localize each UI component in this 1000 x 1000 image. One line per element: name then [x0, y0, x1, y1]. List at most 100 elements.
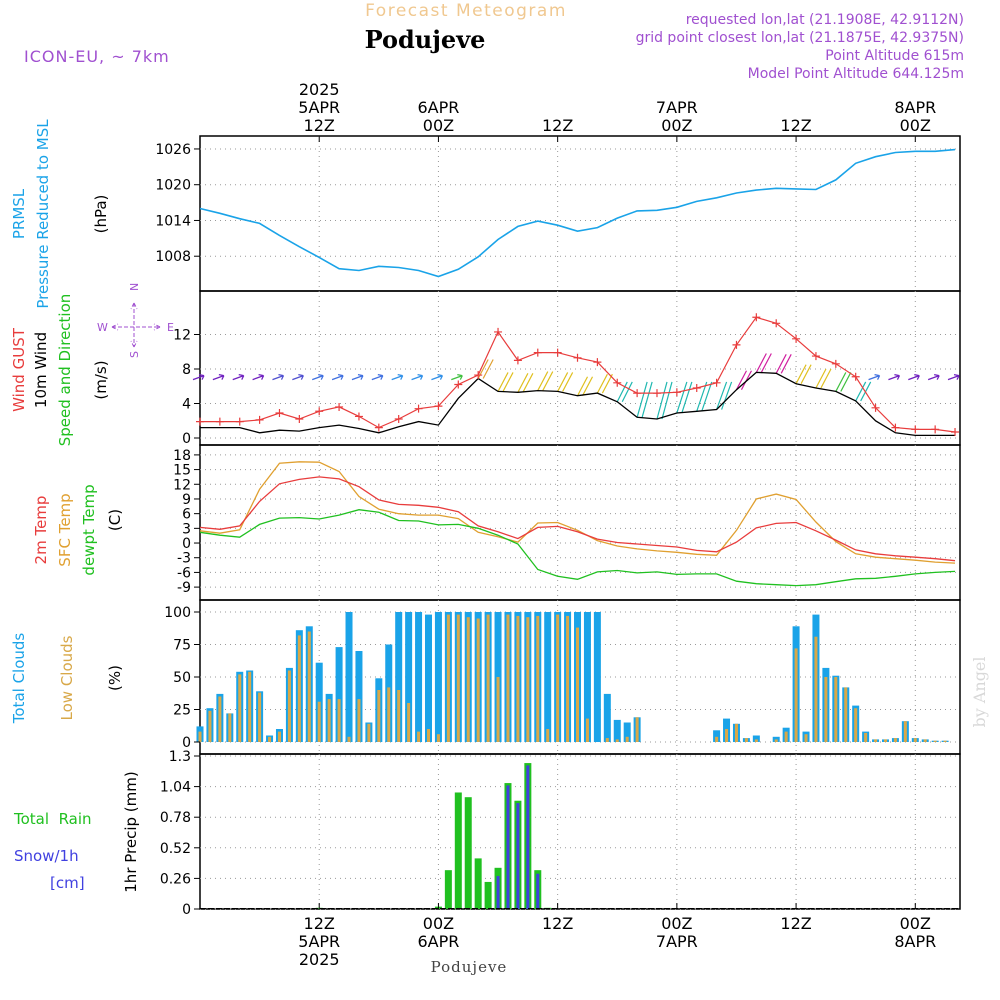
wind-barb [576, 376, 594, 397]
low-cloud-bar [526, 617, 530, 742]
low-cloud-bar [297, 635, 301, 742]
wind-gust-marker [255, 415, 264, 424]
total-cloud-bar [603, 693, 611, 742]
wind-barb [616, 381, 633, 403]
top-time-label: 00Z [423, 116, 454, 135]
clouds-ytick-label: 50 [173, 670, 191, 686]
wind-gust-marker [891, 423, 900, 432]
temperature-ytick-label: 15 [173, 463, 191, 479]
low-cloud-bar [516, 615, 520, 742]
low-cloud-bar [506, 614, 510, 742]
wind-direction-arrow [868, 373, 881, 381]
low-cloud-bar [585, 718, 589, 742]
total-cloud-bar [544, 612, 552, 742]
wind-speed-line [200, 371, 955, 437]
wind-gust-marker [652, 389, 661, 398]
temp-label-sfc: SFC Temp [56, 493, 74, 566]
wind-gust-marker [553, 348, 562, 357]
wind-direction-arrow [391, 373, 404, 381]
wind-gust-marker [196, 417, 204, 426]
wind-gust-marker [871, 403, 880, 412]
wind-label-speed-dir: Speed and Direction [56, 294, 74, 447]
temp-panel-frame [199, 444, 961, 601]
pressure-line [199, 148, 956, 278]
wind-gust-marker [633, 389, 642, 398]
low-cloud-bar [337, 699, 341, 742]
bottom-time-label: 2025 [299, 950, 340, 969]
wind-direction-arrow [212, 373, 225, 381]
footer-location: Podujeve [431, 958, 508, 976]
rain-bar [444, 870, 452, 909]
wind-gust-marker [275, 408, 284, 417]
precipitation-ytick-label: 0.78 [160, 810, 191, 826]
pressure-ytick-label: 1020 [155, 178, 191, 194]
sfc-temp-line [199, 461, 956, 564]
temp-label-2m: 2m Temp [32, 496, 50, 565]
temp-label-group: 2m Temp SFC Temp dewpt Temp (C) [32, 484, 124, 575]
wind-barb [696, 381, 713, 412]
clouds-ytick-label: 0 [182, 735, 191, 751]
top-time-label: 2025 [299, 80, 340, 99]
pressure-label-desc: Pressure Reduced to MSL [34, 119, 52, 309]
pressure-ytick-label: 1026 [155, 142, 191, 158]
wind-barb [636, 381, 653, 418]
wind-barb [735, 370, 753, 390]
top-time-label: 12Z [780, 116, 811, 135]
low-cloud-bar [426, 729, 430, 742]
low-cloud-bar [397, 690, 401, 742]
wind-gust-marker [235, 417, 244, 426]
low-cloud-bar [208, 710, 212, 742]
clouds-ytick-label: 100 [164, 605, 191, 621]
low-cloud-bar [546, 729, 550, 742]
wind-direction-arrow [888, 373, 901, 381]
wind-direction-arrow [351, 373, 364, 381]
wind-gust-marker [692, 383, 701, 392]
low-cloud-bar [556, 614, 560, 742]
low-cloud-bar [277, 731, 281, 742]
wind-gust-marker [811, 352, 820, 361]
bottom-time-label: 5APR [298, 932, 340, 951]
t2m-temp-line [199, 476, 956, 562]
low-cloud-bar [715, 736, 719, 742]
wind-barb [855, 381, 872, 402]
grid-point-coords: grid point closest lon,lat (21.1875E, 42… [636, 30, 964, 46]
wind-gust-marker [931, 425, 940, 434]
bottom-time-label: 7APR [656, 932, 698, 951]
temperature-ytick-label: 0 [182, 536, 191, 552]
bottom-time-label: 6APR [417, 932, 459, 951]
low-cloud-bar [248, 671, 252, 742]
low-cloud-bar [377, 690, 381, 742]
temperature-ytick-label: 18 [173, 448, 191, 464]
low-cloud-bar [407, 703, 411, 742]
precip-label-cm: [cm] [50, 874, 85, 892]
clouds-ytick-label: 75 [173, 638, 191, 654]
low-cloud-bar [824, 677, 828, 742]
bottom-time-label: 00Z [900, 914, 931, 933]
low-cloud-bar [566, 615, 570, 742]
total-cloud-bar [415, 612, 423, 742]
low-cloud-bar [456, 614, 460, 742]
bottom-time-label: 8APR [894, 932, 936, 951]
low-cloud-bar [854, 708, 858, 742]
top-time-label: 00Z [661, 116, 692, 135]
low-cloud-bar [198, 731, 202, 742]
low-cloud-bar [834, 677, 838, 742]
point-altitude: Point Altitude 615m [825, 48, 964, 64]
low-cloud-bar [496, 677, 500, 742]
rain-bar [474, 858, 482, 909]
total-cloud-bar [713, 730, 721, 742]
wind-barb [676, 381, 693, 414]
low-cloud-bar [913, 738, 917, 742]
pressure-label-prmsl: PRMSL [10, 188, 28, 239]
wind-barb [557, 372, 574, 392]
wind-barb [537, 371, 554, 391]
low-cloud-bar [436, 734, 440, 742]
precip-label-rain: Total Rain [13, 810, 92, 828]
wind-panel-frame [199, 290, 961, 446]
total-cloud-bar [355, 651, 363, 742]
low-cloud-bar [625, 736, 629, 742]
rain-bar [484, 881, 492, 909]
wind-ytick-label: 12 [173, 328, 191, 344]
low-cloud-bar [357, 699, 361, 742]
